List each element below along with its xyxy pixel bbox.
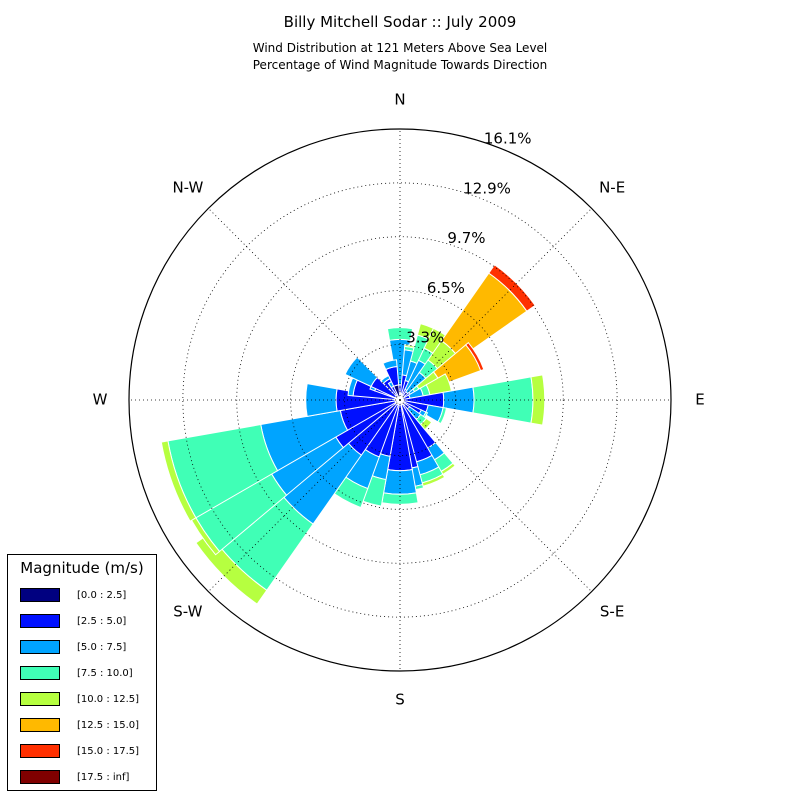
- direction-label: E: [695, 391, 704, 409]
- legend-label: [10.0 : 12.5]: [77, 694, 140, 705]
- legend-title: Magnitude (m/s): [20, 559, 144, 577]
- legend-label: [2.5 : 5.0]: [77, 616, 127, 627]
- wind-bar-segment: [437, 407, 447, 425]
- chart-labels: N N-E E S-E S S-W W N-W 3.3% 6.5% 9.7% 12.9% 16.1%: [93, 91, 705, 709]
- legend-swatch: [20, 640, 60, 654]
- legend-swatch: [20, 666, 60, 680]
- wind-bar-segment: [383, 469, 417, 495]
- angular-gridline: [399, 208, 592, 401]
- direction-label: N-W: [172, 178, 203, 196]
- legend-label: [12.5 : 15.0]: [77, 720, 140, 731]
- wind-bar-segment: [381, 492, 419, 505]
- direction-label: N-E: [599, 178, 625, 196]
- legend-label: [17.5 : inf]: [77, 772, 130, 783]
- wind-bar-segment: [160, 440, 197, 522]
- direction-label: S-W: [173, 603, 202, 621]
- direction-label: S-E: [600, 603, 624, 621]
- radial-tick-label: 9.7%: [447, 229, 485, 247]
- wind-bar-segment: [530, 374, 546, 426]
- legend-swatch: [20, 692, 60, 706]
- wind-bar-segment: [305, 383, 338, 417]
- legend-label: [7.5 : 10.0]: [77, 668, 133, 679]
- direction-label: W: [93, 391, 108, 409]
- wind-bar-segment: [386, 327, 414, 341]
- chart-subtitle-line-2: Percentage of Wind Magnitude Towards Dir…: [252, 58, 548, 72]
- angular-gridline: [208, 208, 401, 401]
- direction-label: N: [394, 91, 405, 109]
- chart-subtitle-line-1: Wind Distribution at 121 Meters Above Se…: [252, 41, 548, 55]
- legend-label: [5.0 : 7.5]: [77, 642, 127, 653]
- wind-bar-segment: [344, 356, 379, 388]
- wind-bar-segment: [465, 341, 485, 372]
- legend-swatch: [20, 614, 60, 628]
- legend-label: [0.0 : 2.5]: [77, 590, 127, 601]
- radial-tick-label: 12.9%: [463, 179, 511, 197]
- wind-bar-segment: [382, 359, 398, 371]
- polar-grid: [128, 128, 672, 672]
- radial-gridline: [182, 182, 618, 618]
- radial-tick-label: 3.3%: [406, 329, 444, 347]
- legend-swatch: [20, 770, 60, 784]
- legend-swatch: [20, 744, 60, 758]
- magnitude-legend: Magnitude (m/s) [0.0 : 2.5] [2.5 : 5.0] [5…: [7, 554, 157, 791]
- chart-title: Billy Mitchell Sodar :: July 2009: [283, 13, 517, 31]
- radial-gridline: [290, 290, 510, 510]
- direction-label: S: [395, 691, 405, 709]
- legend-swatch: [20, 588, 60, 602]
- wind-bar-segment: [472, 376, 534, 424]
- legend-swatch: [20, 718, 60, 732]
- radial-gridline: [236, 236, 564, 564]
- wind-bar-segment: [488, 264, 536, 312]
- angular-gridline: [399, 399, 592, 592]
- outer-circle: [128, 128, 672, 672]
- legend-label: [15.0 : 17.5]: [77, 746, 140, 757]
- wind-rose-bars: [160, 264, 546, 605]
- radial-gridline: [344, 344, 456, 456]
- radial-tick-label: 6.5%: [427, 279, 465, 297]
- radial-tick-label: 16.1%: [484, 130, 532, 148]
